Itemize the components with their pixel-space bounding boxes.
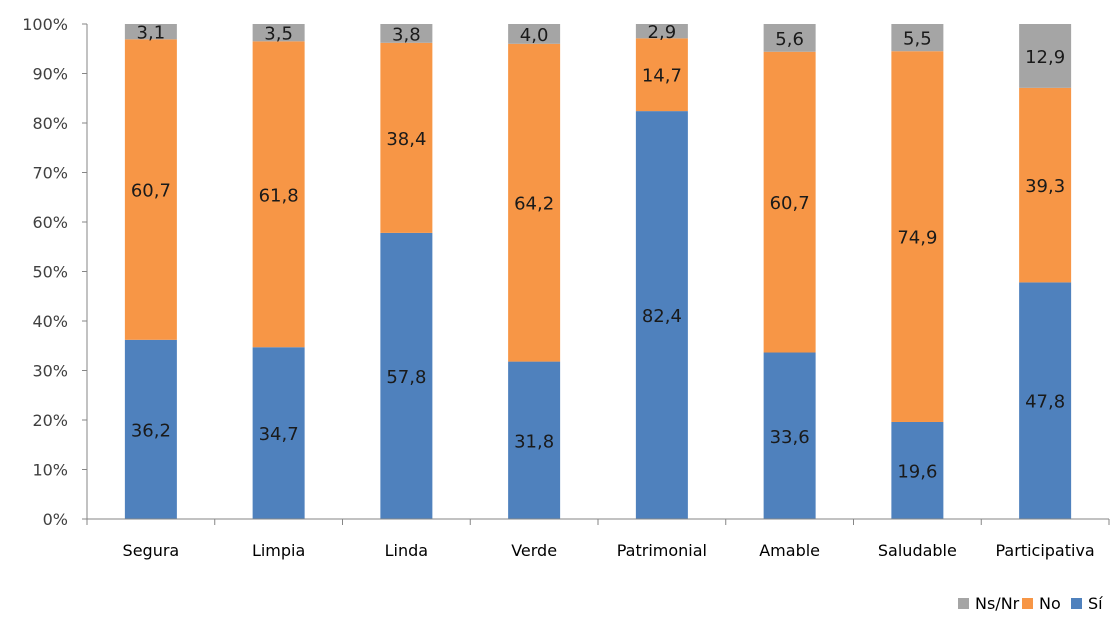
x-category-label: Linda [385, 541, 428, 560]
data-label: 4,0 [520, 25, 549, 46]
data-label: 60,7 [770, 193, 810, 214]
bar-segment-no [763, 51, 816, 353]
data-label: 3,1 [137, 23, 166, 44]
bar-segment-no [1019, 87, 1072, 283]
y-tick-label: 40% [32, 312, 68, 331]
data-label: 47,8 [1025, 392, 1065, 413]
y-tick-label: 20% [32, 411, 68, 430]
x-category-label: Participativa [996, 541, 1095, 560]
data-label: 39,3 [1025, 176, 1065, 197]
bar-segment-nsnr [380, 24, 433, 43]
bar-segment-si [124, 339, 177, 519]
bar-segment-si [635, 111, 688, 520]
y-tick-label: 0% [43, 510, 68, 529]
bar-segment-nsnr [252, 24, 305, 42]
data-label: 3,8 [392, 24, 421, 45]
y-tick-label: 10% [32, 461, 68, 480]
y-tick-label: 70% [32, 164, 68, 183]
bar-segment-no [380, 42, 433, 233]
y-tick-label: 30% [32, 362, 68, 381]
data-label: 5,5 [903, 29, 932, 50]
x-category-label: Patrimonial [617, 541, 707, 560]
data-label: 82,4 [642, 306, 682, 327]
x-category-label: Saludable [878, 541, 957, 560]
data-label: 31,8 [514, 431, 554, 452]
bar-segment-si [380, 232, 433, 519]
data-label: 36,2 [131, 420, 171, 441]
data-label: 19,6 [897, 461, 937, 482]
x-category-label: Limpia [252, 541, 305, 560]
bar-segment-nsnr [508, 24, 561, 44]
bar-segment-nsnr [1019, 24, 1072, 88]
data-label: 57,8 [386, 367, 426, 388]
y-tick-label: 60% [32, 213, 68, 232]
bars [124, 24, 1072, 520]
bar-segment-no [635, 38, 688, 112]
bar-segment-no [124, 39, 177, 340]
data-label: 38,4 [386, 129, 426, 150]
data-label: 33,6 [770, 427, 810, 448]
legend-label: No [1039, 594, 1061, 613]
x-category-label: Segura [123, 541, 180, 560]
data-label: 12,9 [1025, 47, 1065, 68]
y-tick-label: 50% [32, 263, 68, 282]
data-label: 60,7 [131, 181, 171, 202]
y-tick-label: 90% [32, 65, 68, 84]
bar-segment-si [508, 361, 561, 519]
y-axis: 0% 10% 20% 30% 40% 50% 60% 70% 80% 90% 100% [22, 15, 88, 529]
data-label: 34,7 [259, 424, 299, 445]
legend-swatch [1071, 598, 1082, 609]
data-label: 74,9 [897, 228, 937, 249]
data-label: 64,2 [514, 194, 554, 215]
data-label: 5,6 [775, 29, 804, 50]
data-label: 61,8 [259, 185, 299, 206]
x-axis: Segura Limpia Linda Verde Patrimonial Amable S… [86, 518, 1110, 560]
x-category-label: Amable [759, 541, 820, 560]
bar-segment-si [252, 347, 305, 519]
data-label: 2,9 [648, 22, 677, 43]
bar-segment-nsnr [635, 24, 688, 39]
legend: Ns/Nr No Sí [958, 594, 1103, 613]
bar-segment-no [508, 43, 561, 362]
legend-label: Sí [1088, 594, 1103, 613]
bar-segment-nsnr [763, 24, 816, 52]
legend-label: Ns/Nr [975, 594, 1020, 613]
data-label: 14,7 [642, 66, 682, 87]
x-category-label: Verde [511, 541, 557, 560]
bar-segment-nsnr [124, 24, 177, 40]
bar-segment-nsnr [891, 24, 944, 52]
bar-segment-no [252, 41, 305, 348]
bar-segment-si [1019, 282, 1072, 519]
bar-segment-si [763, 352, 816, 519]
y-tick-label: 100% [22, 15, 68, 34]
legend-swatch [1022, 598, 1033, 609]
y-tick-label: 80% [32, 114, 68, 133]
bar-segment-si [891, 421, 944, 519]
data-label: 3,5 [264, 24, 293, 45]
data-labels: 36,2 60,7 3,1 34,7 61,8 3,5 57,8 38,4 3,8 31,8 64,… [131, 22, 1065, 482]
bar-segment-no [891, 51, 944, 422]
legend-swatch [958, 598, 969, 609]
